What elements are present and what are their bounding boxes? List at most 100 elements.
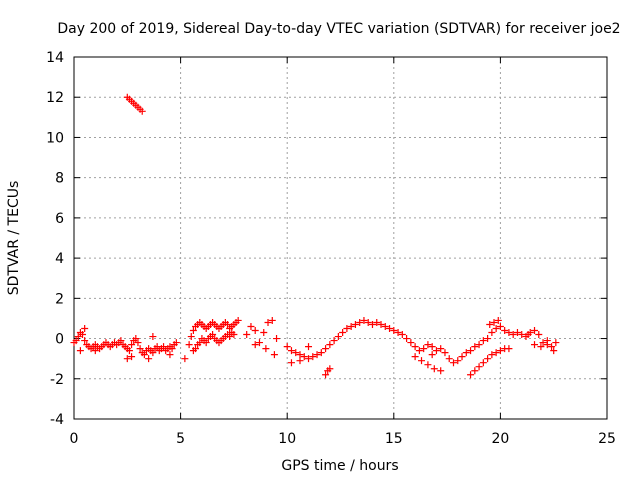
data-point	[484, 335, 492, 343]
data-point	[505, 329, 513, 337]
data-point	[467, 371, 475, 379]
data-point	[377, 320, 385, 328]
data-point	[486, 320, 494, 328]
data-point	[305, 343, 313, 351]
data-point	[524, 331, 532, 339]
data-point	[322, 345, 330, 353]
data-point	[458, 353, 466, 361]
data-point	[326, 341, 334, 349]
data-point	[251, 327, 259, 335]
y-tick-label: 2	[55, 291, 64, 307]
data-point	[125, 347, 133, 355]
data-point	[172, 339, 180, 347]
data-point	[496, 322, 504, 330]
data-point	[386, 325, 394, 332]
data-point	[364, 318, 372, 326]
data-point	[74, 333, 82, 341]
data-point	[123, 355, 131, 363]
data-point	[153, 343, 161, 351]
data-point	[181, 355, 189, 363]
data-point	[138, 107, 146, 115]
data-point	[81, 325, 89, 332]
data-point	[251, 341, 259, 349]
grid	[74, 57, 607, 419]
data-point	[548, 343, 556, 351]
data-point	[420, 345, 428, 353]
data-point	[356, 318, 364, 326]
y-tick-label: 4	[55, 251, 64, 267]
data-point	[543, 337, 551, 345]
data-point	[260, 329, 268, 337]
data-point	[322, 371, 330, 379]
data-points	[70, 93, 560, 379]
data-point	[351, 320, 359, 328]
data-point	[471, 343, 479, 351]
data-point	[430, 365, 438, 373]
data-point	[305, 355, 313, 363]
data-point	[128, 353, 136, 361]
data-point	[168, 345, 176, 353]
data-point	[509, 331, 517, 339]
data-point	[91, 347, 99, 355]
data-point	[475, 341, 483, 349]
data-point	[140, 351, 148, 359]
data-point	[339, 329, 347, 337]
data-point	[373, 318, 381, 326]
data-point	[202, 339, 210, 347]
data-point	[270, 351, 278, 359]
data-point	[471, 367, 479, 375]
data-point	[454, 357, 462, 365]
data-point	[479, 337, 487, 345]
data-point	[441, 349, 449, 357]
data-point	[134, 339, 142, 347]
data-point	[445, 355, 453, 363]
data-point	[326, 365, 334, 373]
data-point	[72, 337, 80, 345]
y-tick-label: 8	[55, 171, 64, 187]
data-point	[296, 351, 304, 359]
data-point	[513, 329, 521, 337]
x-tick-label: 25	[598, 431, 616, 447]
data-point	[283, 343, 291, 351]
data-point	[501, 327, 509, 335]
data-point	[185, 341, 193, 349]
data-point	[292, 349, 300, 357]
data-point	[488, 351, 496, 359]
data-point	[496, 347, 504, 355]
data-point	[415, 347, 423, 355]
y-axis-title: SDTVAR / TECUs	[6, 181, 22, 296]
data-point	[145, 355, 153, 363]
y-tick-label: -4	[50, 412, 64, 428]
data-point	[479, 359, 487, 367]
data-point	[492, 325, 500, 332]
data-point	[166, 351, 174, 359]
data-point	[230, 331, 238, 339]
data-point	[449, 359, 457, 367]
y-tick-label: 10	[46, 130, 64, 146]
data-point	[117, 337, 125, 345]
data-point	[494, 316, 502, 324]
data-point	[424, 341, 432, 349]
data-point	[287, 359, 295, 367]
data-point	[432, 347, 440, 355]
data-point	[437, 345, 445, 353]
x-tick-label: 20	[491, 431, 509, 447]
data-point	[531, 341, 539, 349]
data-point	[428, 351, 436, 359]
data-point	[360, 316, 368, 324]
data-point	[428, 343, 436, 351]
data-point	[475, 363, 483, 371]
data-point	[462, 349, 470, 357]
y-tick-label: 6	[55, 211, 64, 227]
data-point	[243, 331, 251, 339]
data-point	[330, 337, 338, 345]
data-point	[247, 322, 255, 330]
data-point	[343, 325, 351, 332]
data-point	[424, 361, 432, 369]
data-point	[317, 349, 325, 357]
data-point	[411, 353, 419, 361]
data-point	[209, 331, 217, 339]
data-point	[539, 339, 547, 347]
data-point	[492, 349, 500, 357]
data-point	[550, 347, 558, 355]
